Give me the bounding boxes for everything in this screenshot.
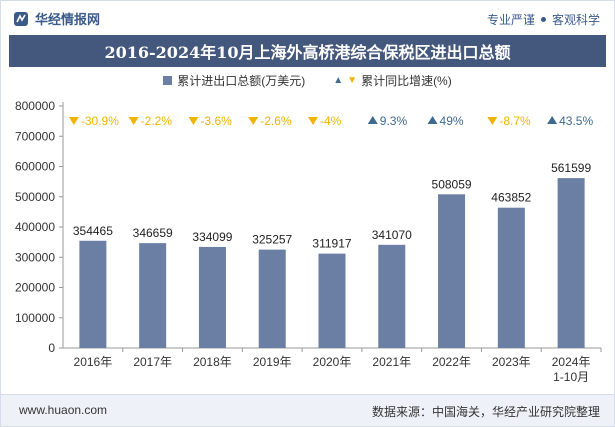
bar — [557, 178, 585, 348]
y-tick-label: 100000 — [15, 311, 55, 325]
y-tick-label: 300000 — [15, 250, 55, 264]
growth-down-triangle — [487, 117, 498, 125]
growth-value-label: -3.6% — [200, 114, 232, 128]
x-tick-label: 2016年 — [74, 355, 113, 369]
growth-down-triangle — [68, 117, 79, 125]
growth-up-triangle — [427, 116, 438, 124]
title-bar: 2016-2024年10月上海外高桥港综合保税区进出口总额 — [9, 35, 606, 67]
tagline: 专业严谨 客观科学 — [487, 11, 600, 28]
y-tick-label: 0 — [48, 341, 55, 355]
x-tick-label: 2024年 — [552, 355, 591, 369]
growth-value-label: -2.6% — [260, 114, 292, 128]
growth-up-triangle — [547, 116, 558, 124]
top-bar: 华经情报网 专业严谨 客观科学 — [1, 1, 614, 35]
tagline-separator-dot — [540, 17, 546, 22]
legend-up-triangle-icon: ▲ — [333, 75, 344, 86]
growth-value-label: 43.5% — [559, 114, 593, 128]
growth-up-triangle — [367, 116, 378, 124]
bar-value-label: 561599 — [551, 161, 591, 175]
bar — [258, 249, 286, 348]
chart-legend: 累计进出口总额(万美元) ▲ ▼ 累计同比增速(%) — [1, 72, 614, 89]
bar — [198, 246, 226, 348]
growth-down-triangle — [248, 117, 259, 125]
y-tick-label: 800000 — [15, 99, 55, 113]
chart-plot: 0 100000 200000 300000 400000 500000 600000 700… — [15, 99, 602, 384]
x-tick-label: 2017年 — [133, 355, 172, 369]
bar — [378, 244, 406, 348]
growth-value-label: -2.2% — [141, 114, 173, 128]
x-tick-label: 2022年 — [432, 355, 471, 369]
x-tick-label: 2019年 — [253, 355, 292, 369]
growth-value-label: 49% — [440, 114, 464, 128]
legend-item-total[interactable]: 累计进出口总额(万美元) — [163, 72, 305, 89]
x-tick-label: 1-10月 — [553, 370, 589, 384]
tagline-right: 客观科学 — [551, 13, 600, 27]
y-tick-label: 700000 — [15, 129, 55, 143]
brand-name: 华经情报网 — [35, 12, 101, 27]
y-tick-label: 200000 — [15, 281, 55, 295]
legend-swatch-bar — [163, 76, 173, 85]
x-tick-label: 2023年 — [492, 355, 531, 369]
growth-value-label: -30.9% — [81, 114, 119, 128]
legend-down-triangle-icon: ▼ — [347, 75, 358, 86]
bar — [497, 207, 525, 348]
x-tick-label: 2018年 — [193, 355, 232, 369]
bar-value-label: 325257 — [252, 233, 292, 247]
x-tick-label: 2021年 — [372, 355, 411, 369]
bar — [318, 253, 346, 348]
bar-value-label: 508059 — [432, 177, 472, 191]
legend-label-total: 累计进出口总额(万美元) — [177, 74, 306, 88]
chart-title: 2016-2024年10月上海外高桥港综合保税区进出口总额 — [104, 43, 511, 62]
brand-logo-icon — [14, 11, 28, 26]
bar — [139, 243, 167, 348]
y-tick-label: 400000 — [15, 220, 55, 234]
growth-down-triangle — [188, 117, 199, 125]
footer-website[interactable]: www.huaon.com — [19, 403, 108, 417]
bar-value-label: 334099 — [192, 230, 232, 244]
growth-value-label: -8.7% — [499, 114, 531, 128]
growth-down-triangle — [308, 117, 318, 125]
bar — [438, 194, 466, 348]
legend-item-growth[interactable]: ▲ ▼ 累计同比增速(%) — [333, 72, 451, 89]
bar-value-label: 463852 — [491, 191, 531, 205]
footer-source: 数据来源：中国海关，华经产业研究院整理 — [371, 405, 600, 419]
y-tick-label: 500000 — [15, 190, 55, 204]
bar-value-label: 354465 — [73, 224, 113, 238]
tagline-left: 专业严谨 — [486, 13, 535, 27]
growth-down-triangle — [128, 117, 139, 125]
growth-value-label: 9.3% — [380, 114, 408, 128]
legend-label-growth: 累计同比增速(%) — [361, 74, 452, 88]
x-tick-label: 2020年 — [313, 355, 352, 369]
growth-value-label: -4% — [320, 114, 342, 128]
bar-value-label: 311917 — [312, 237, 351, 251]
bar-value-label: 346659 — [133, 226, 173, 240]
bar — [79, 240, 107, 348]
bar-value-label: 341070 — [372, 228, 412, 242]
y-tick-label: 600000 — [15, 160, 55, 174]
brand-logo[interactable]: 华经情报网 — [13, 9, 100, 28]
footer: www.huaon.com 数据来源：中国海关，华经产业研究院整理 — [1, 394, 614, 426]
